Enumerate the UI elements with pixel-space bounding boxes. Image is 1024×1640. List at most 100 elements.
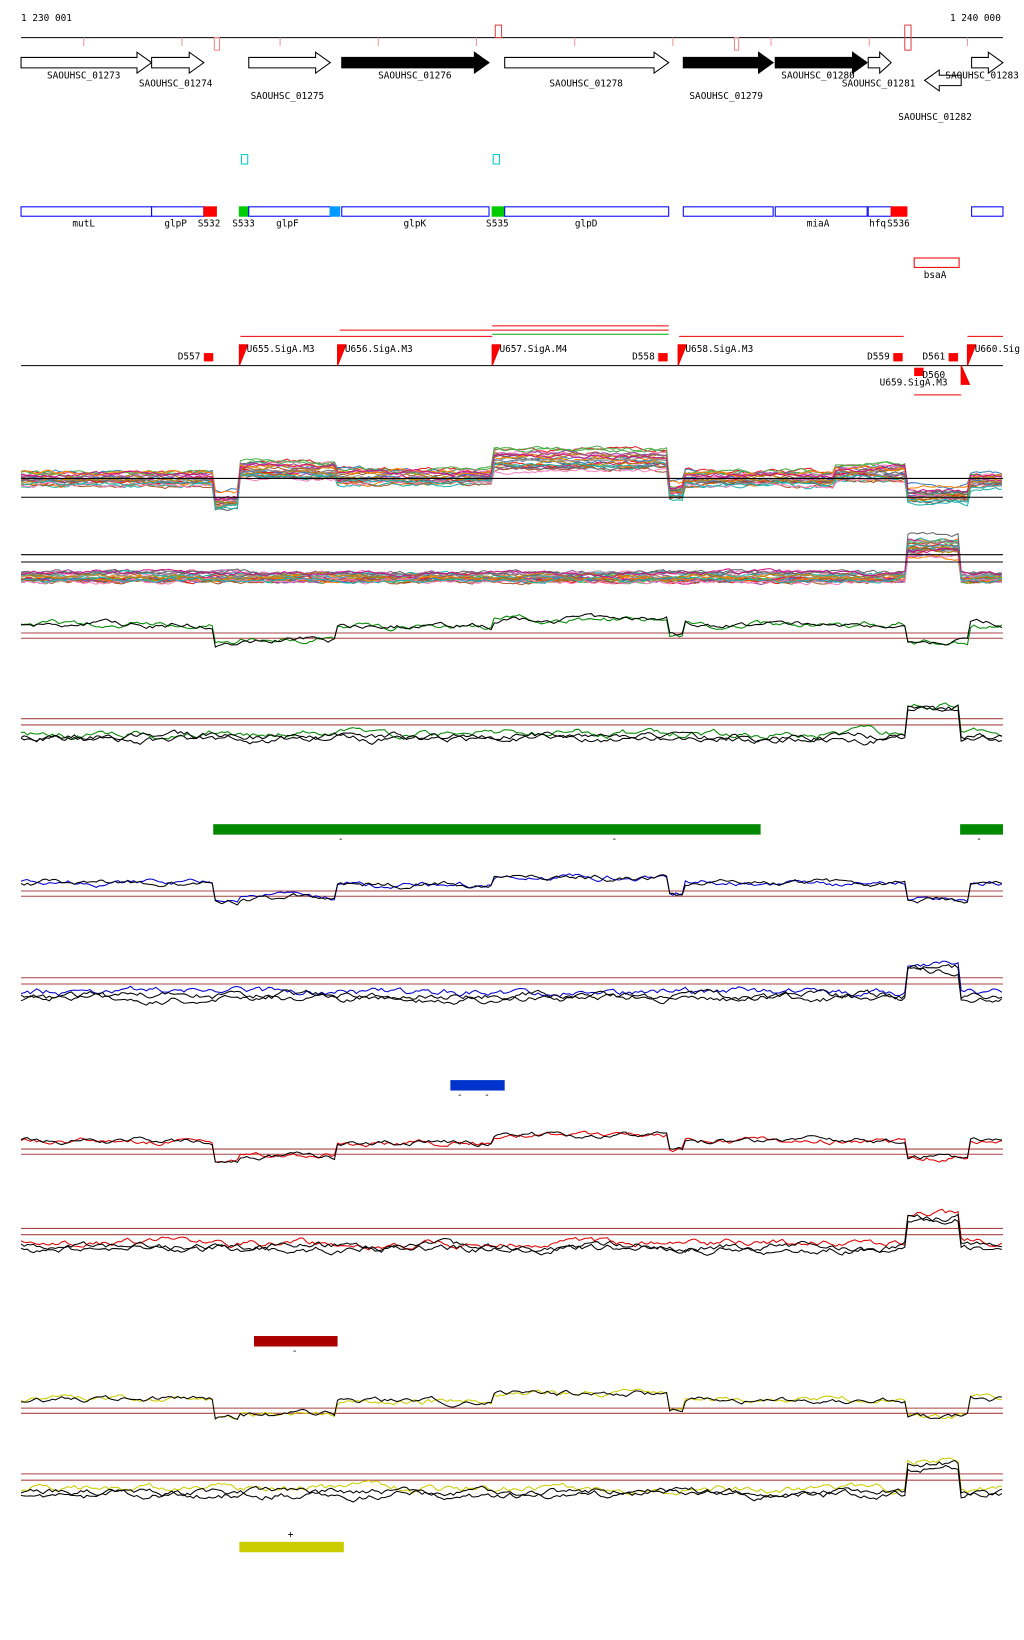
promoter-label: D561 [923,351,946,362]
gene-arrow [341,51,490,75]
feature-label: S536 [887,219,910,230]
promoter-label: U660.Sig [975,344,1020,355]
ruler-mark [733,37,740,51]
gene-label: SAOUHSC_01283 [945,70,1018,81]
multi-trace [20,461,1002,510]
gene-label: SAOUHSC_01281 [842,79,916,90]
signal-trace [20,960,1003,998]
gene-arrow [923,68,962,92]
promoter-flag [337,344,347,366]
signal-trace [20,1216,1003,1256]
signal-trace [20,874,1003,906]
feature-box [682,206,774,217]
gene-label: SAOUHSC_01279 [689,91,763,102]
feature-label: hfq [869,219,886,230]
signal-trace [20,1213,1002,1253]
terminator-box [914,367,924,377]
signal-trace [20,873,1003,903]
segment-bar [213,824,761,835]
feature-box [491,206,506,217]
feature-label: bsaA [924,270,947,281]
feature-box [913,257,960,268]
feature-box [867,206,892,217]
promoter-label: U657.SigA.M4 [499,344,567,355]
segment-sign: - [457,1090,463,1101]
gene-arrow [20,51,153,75]
promoter-flag [677,344,688,366]
multi-trace [20,547,1003,581]
signal-trace [20,1388,1002,1420]
segment-sign: + [288,1530,294,1541]
gene-arrow [971,51,1004,75]
promoter-label: D560 [923,370,946,381]
segment-sign: - [484,1090,490,1101]
signal-trace [20,613,1003,646]
promoter-label: D558 [632,351,655,362]
promoter-label: U659.SigA.M3 [880,377,948,388]
promoter-label: U658.SigA.M3 [685,344,753,355]
signal-trace [20,1389,1002,1421]
gene-label: SAOUHSC_01276 [378,70,452,81]
gene-arrow [774,51,869,75]
feature-box [971,206,1004,217]
multi-trace [20,531,1003,578]
signal-trace [20,1459,1003,1498]
promoter-label: D557 [178,351,201,362]
multi-trace [20,543,1003,585]
gene-label: SAOUHSC_01278 [549,79,623,90]
multi-trace [21,553,1002,585]
multi-trace [20,467,1002,503]
feature-box [329,206,341,217]
gene-label: SAOUHSC_01274 [139,79,213,90]
gene-arrow [248,51,332,75]
gene-arrow [867,51,892,75]
feature-label: mutL [72,219,95,230]
gene-label: SAOUHSC_01280 [781,70,855,81]
promoter-flag [238,344,249,366]
signal-trace [20,704,1002,744]
feature-label: glpD [575,219,598,230]
signal-trace [20,1457,1002,1496]
promoter-flag [491,344,502,366]
feature-box [20,206,153,217]
feature-box [238,206,250,217]
feature-box [504,206,670,217]
gene-arrow [504,51,670,75]
promoter-flag [966,344,977,366]
segment-bar [960,824,1003,835]
ruler-end: 1 240 000 [950,13,1001,24]
site-box [492,154,500,165]
terminator-box [203,353,214,362]
segment-sign: - [338,834,344,845]
signal-trace [20,702,1003,740]
terminator-box [948,353,959,362]
gene-label: SAOUHSC_01282 [898,112,972,123]
multi-trace [20,453,1003,501]
signal-trace [20,613,1003,648]
ruler-mark [904,24,912,51]
ruler-mark [494,24,503,39]
feature-label: S535 [486,219,509,230]
signal-trace [20,705,1003,746]
segment-sign: - [292,1346,298,1357]
promoter-label: U656.SigA.M3 [345,344,413,355]
multi-trace [21,458,1003,505]
signal-trace [20,1130,1003,1163]
signal-trace [20,963,1003,1002]
gene-arrow [682,51,775,75]
feature-box [151,206,205,217]
feature-box [203,206,217,217]
feature-box [248,206,331,217]
ruler-mark [213,37,221,51]
terminator-box [893,353,903,362]
terminator-box [658,353,668,362]
site-box [240,154,249,165]
feature-box [774,206,868,217]
segment-sign: - [612,834,618,845]
multi-trace [21,462,1002,510]
signal-trace [20,1131,1002,1164]
gene-arrow [151,51,205,75]
feature-label: glpK [404,219,427,230]
